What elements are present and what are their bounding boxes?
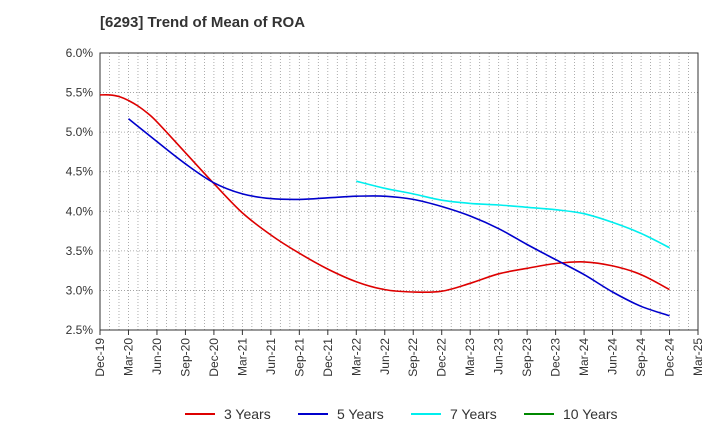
y-tick-label: 5.5% — [66, 86, 94, 100]
chart-title: [6293] Trend of Mean of ROA — [100, 14, 306, 31]
x-tick-label: Sep-22 — [406, 338, 420, 377]
plot-frame — [99, 52, 699, 331]
x-tick-label: Jun-21 — [264, 338, 278, 375]
y-tick-label: 2.5% — [66, 323, 94, 337]
x-tick-label: Mar-24 — [577, 338, 591, 376]
x-tick-label: Dec-23 — [549, 338, 563, 377]
x-tick-label: Mar-25 — [691, 338, 705, 376]
x-tick-label: Mar-20 — [121, 338, 135, 376]
x-tick-label: Jun-20 — [150, 338, 164, 375]
x-tick-label: Mar-23 — [463, 338, 477, 376]
y-tick-label: 3.5% — [66, 244, 94, 258]
axes: 6.0% 5.5% 5.0% 4.5% 4.0% 3.5% 3.0% 2.5%Dec-19 Ma… — [66, 46, 705, 377]
x-tick-label: Sep-21 — [292, 338, 306, 377]
y-tick-label: 4.5% — [66, 165, 94, 179]
legend: 3 Years 5 Years 7 Years 10 Years — [185, 406, 618, 422]
x-tick-label: Sep-24 — [634, 338, 648, 377]
x-tick-label: Mar-22 — [349, 338, 363, 376]
x-tick-label: Dec-21 — [321, 338, 335, 377]
legend-label-2: 5 Years — [337, 406, 384, 422]
series-line-2 — [127, 118, 670, 317]
x-tick-label: Dec-24 — [663, 338, 677, 377]
x-tick-label: Dec-22 — [435, 338, 449, 377]
x-tick-label: Jun-23 — [492, 338, 506, 375]
legend-label-3: 7 Years — [450, 406, 497, 422]
series-line-3 — [356, 180, 670, 249]
y-tick-label: 4.0% — [66, 204, 94, 218]
x-tick-label: Mar-21 — [235, 338, 249, 376]
y-tick-label: 5.0% — [66, 125, 94, 139]
x-tick-label: Sep-23 — [520, 338, 534, 377]
legend-label-1: 3 Years — [224, 406, 271, 422]
x-tick-label: Jun-24 — [606, 338, 620, 375]
x-tick-label: Dec-20 — [207, 338, 221, 377]
series-line-1 — [99, 94, 670, 294]
legend-label-4: 10 Years — [563, 406, 618, 422]
grid — [100, 53, 698, 330]
x-tick-label: Sep-20 — [178, 338, 192, 377]
x-tick-label: Dec-19 — [93, 338, 107, 377]
series-layer — [99, 94, 670, 317]
x-tick-label: Jun-22 — [378, 338, 392, 375]
y-tick-label: 3.0% — [66, 283, 94, 297]
y-tick-label: 6.0% — [66, 46, 94, 60]
